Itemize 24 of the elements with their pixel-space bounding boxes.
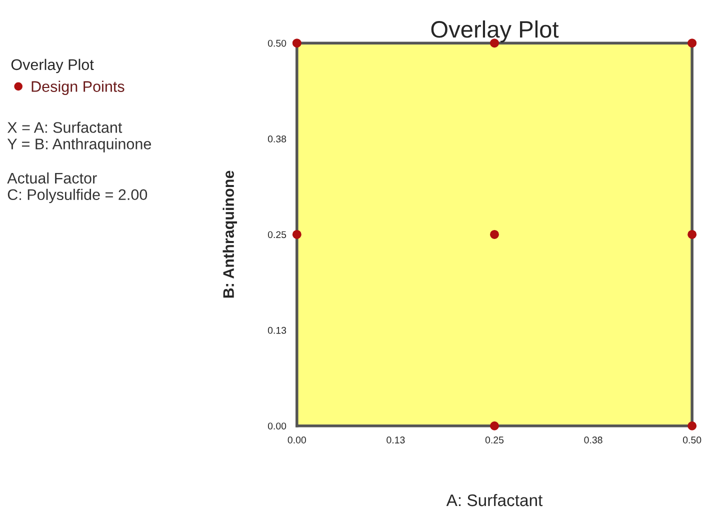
point [688,421,697,430]
y-tick-label: 0.13 [268,326,286,334]
point [292,230,302,239]
y-tick-label: 0.00 [268,422,286,430]
text: X = A: Surfactant Y = B: Anthraquinone [7,122,151,152]
x-tick-label: 0.25 [485,436,504,444]
x-tick-label: 0.00 [288,436,306,444]
text: Actual Factor C: Polysulfide = 2.00 [7,172,148,204]
y-tick-label: 0.50 [268,40,286,47]
point [688,38,697,48]
x-tick-label: 0.13 [386,436,405,444]
x-tick-label: 0.38 [584,436,602,444]
point [490,421,499,430]
chart-title: Overlay Plot [431,20,559,42]
x-tick-label: 0.50 [682,436,702,444]
point [292,38,302,48]
legend-label: Design Points [32,80,124,95]
point [688,230,697,239]
y-tick-label: 0.38 [268,136,286,142]
y-axis-title: B: Anthraquinone [222,170,238,298]
point [490,230,499,239]
x-axis-title: A: Surfactant [446,494,543,506]
legend-title: Overlay Plot [11,58,94,74]
y-tick-label: 0.25 [268,231,286,238]
